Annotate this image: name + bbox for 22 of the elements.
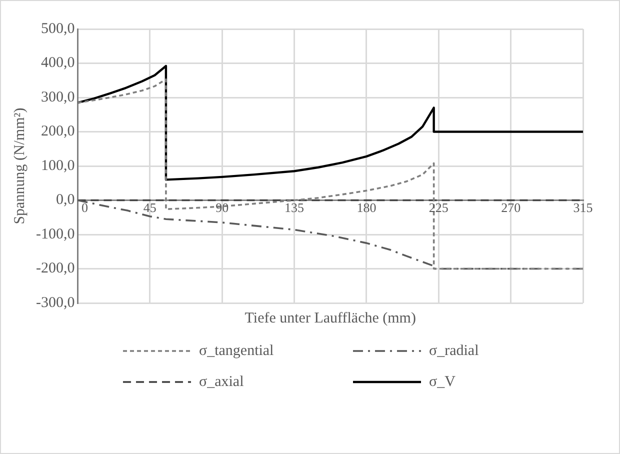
y-tick-label: -300,0: [36, 294, 75, 311]
x-tick-label: 135: [284, 200, 304, 216]
y-tick-label: 100,0: [40, 158, 75, 174]
legend-label: σ_tangential: [199, 342, 274, 359]
y-axis-title: Spannung (N/mm²): [12, 108, 28, 224]
x-tick-label: 45: [143, 200, 156, 216]
y-tick-label: -100,0: [36, 226, 75, 242]
legend-label: σ_radial: [429, 342, 479, 359]
y-tick-label: 200,0: [40, 124, 75, 140]
y-tick-label: 300,0: [40, 89, 75, 106]
legend-label: σ_V: [429, 374, 456, 390]
y-tick-label: -200,0: [36, 260, 75, 277]
x-tick-label: 270: [501, 200, 521, 216]
legend-label: σ_axial: [199, 374, 244, 390]
x-tick-label: 0: [81, 200, 88, 216]
x-tick-label: 225: [428, 200, 448, 216]
y-tick-label: 0,0: [56, 192, 75, 208]
y-tick-label: 400,0: [40, 55, 75, 72]
x-axis-title: Tiefe unter Lauffläche (mm): [244, 310, 416, 326]
x-tick-label: 315: [573, 200, 593, 216]
x-tick-label: 180: [356, 200, 376, 216]
y-tick-label: 500,0: [40, 20, 75, 37]
